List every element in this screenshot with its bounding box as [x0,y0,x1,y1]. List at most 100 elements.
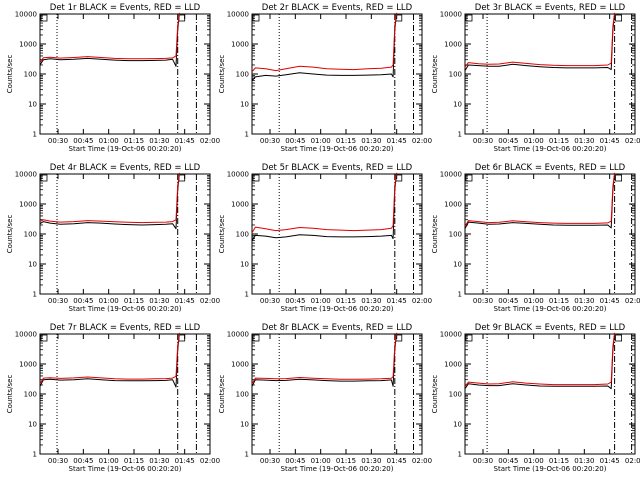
x-tick-label: 01:45 [387,137,407,145]
lld-series-line [39,172,180,224]
x-tick-label: 01:45 [600,297,620,305]
x-axis-label: Start Time (19-Oct-06 00:20:20) [69,305,182,313]
events-series-line [39,173,180,230]
y-tick-label: 10 [28,421,37,429]
events-series-line [251,173,397,241]
x-tick-label: 00:30 [48,297,68,305]
y-tick-label: 1 [33,291,37,299]
y-tick-label: 10 [28,261,37,269]
x-tick-label: 01:45 [175,137,195,145]
x-tick-label: 01:00 [99,137,119,145]
y-tick-label: 10 [453,101,462,109]
x-tick-label: 02:00 [200,457,220,465]
y-tick-label: 100 [449,231,462,239]
y-tick-label: 100 [449,391,462,399]
x-tick-label: 01:00 [524,457,544,465]
x-tick-label: 02:00 [412,137,432,145]
y-tick-label: 1000 [444,201,462,209]
corner-marker-left [40,174,48,182]
chart-title: Det 8r BLACK = Events, RED = LLD [262,323,413,333]
x-tick-label: 01:45 [387,457,407,465]
y-tick-label: 10000 [15,11,37,19]
x-tick-label: 00:45 [285,137,305,145]
corner-marker-left [252,174,260,182]
x-tick-label: 01:15 [549,457,569,465]
plot-frame [251,333,423,455]
y-axis-label: Counts/sec [218,55,226,94]
plot-frame [464,13,636,135]
y-tick-label: 1000 [231,41,249,49]
y-tick-label: 1 [458,131,462,139]
y-axis-label: Counts/sec [431,375,439,414]
chart-panel-5: Det 5r BLACK = Events, RED = LLD 1 10 100 10… [218,163,432,313]
x-tick-label: 01:00 [311,457,331,465]
y-tick-label: 10 [240,261,249,269]
y-tick-label: 10000 [227,331,249,339]
events-series-line [464,13,616,71]
y-tick-label: 10 [240,101,249,109]
y-tick-label: 10000 [440,11,462,19]
x-tick-label: 01:15 [336,137,356,145]
x-tick-label: 01:45 [175,457,195,465]
y-tick-label: 1000 [231,361,249,369]
x-tick-label: 02:00 [412,457,432,465]
x-tick-label: 00:45 [73,137,93,145]
y-tick-label: 1 [245,291,249,299]
y-tick-label: 1000 [444,41,462,49]
events-series-line [39,333,180,388]
x-tick-label: 00:45 [285,297,305,305]
x-tick-label: 02:00 [625,457,640,465]
chart-title: Det 5r BLACK = Events, RED = LLD [262,163,413,173]
x-tick-label: 01:30 [361,297,381,305]
x-tick-label: 01:15 [124,457,144,465]
events-series-line [251,333,397,387]
lld-series-line [39,12,180,63]
x-tick-label: 01:30 [574,137,594,145]
x-axis-label: Start Time (19-Oct-06 00:20:20) [69,465,182,473]
plot-frame [251,173,423,295]
x-tick-label: 02:00 [412,297,432,305]
x-tick-label: 00:45 [285,457,305,465]
y-tick-label: 1000 [231,201,249,209]
plot-frame [464,173,636,295]
x-tick-label: 01:00 [524,137,544,145]
x-tick-label: 01:00 [99,297,119,305]
x-tick-label: 01:30 [361,457,381,465]
y-tick-label: 10000 [15,171,37,179]
x-tick-label: 00:30 [260,297,280,305]
corner-marker-left [465,14,473,22]
y-tick-label: 10 [240,421,249,429]
chart-title: Det 6r BLACK = Events, RED = LLD [475,163,626,173]
x-tick-label: 00:30 [473,297,493,305]
x-tick-label: 01:45 [387,297,407,305]
x-tick-label: 01:15 [336,297,356,305]
y-tick-label: 1000 [444,361,462,369]
plot-frame [464,333,636,455]
x-tick-label: 01:45 [600,137,620,145]
chart-panel-9: Det 9r BLACK = Events, RED = LLD 1 10 100 10… [431,323,640,473]
lld-series-line [39,332,180,384]
y-tick-label: 100 [236,71,249,79]
x-tick-label: 02:00 [200,297,220,305]
y-axis-label: Counts/sec [218,215,226,254]
x-tick-label: 01:30 [574,457,594,465]
y-axis-label: Counts/sec [431,215,439,254]
y-tick-label: 1000 [19,201,37,209]
y-tick-label: 100 [24,391,37,399]
x-tick-label: 01:00 [311,137,331,145]
x-axis-label: Start Time (19-Oct-06 00:20:20) [69,145,182,153]
chart-panel-4: Det 4r BLACK = Events, RED = LLD 1 10 100 10… [6,163,220,313]
x-tick-label: 00:30 [473,457,493,465]
x-tick-label: 01:15 [124,297,144,305]
y-tick-label: 10000 [227,171,249,179]
plot-frame [39,13,211,135]
lld-series-line [251,332,397,384]
y-tick-label: 10000 [440,331,462,339]
chart-panel-7: Det 7r BLACK = Events, RED = LLD 1 10 100 10… [6,323,220,473]
lld-series-line [251,12,397,72]
plot-frame [39,333,211,455]
chart-panel-1: Det 1r BLACK = Events, RED = LLD 1 10 100 10… [6,3,220,153]
y-tick-label: 1 [245,131,249,139]
y-tick-label: 100 [24,231,37,239]
